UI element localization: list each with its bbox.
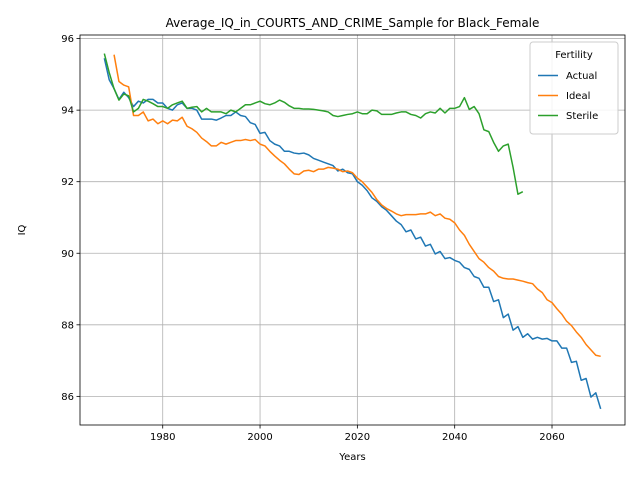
y-tick-label: 90 bbox=[61, 249, 74, 260]
legend-items: Actual Ideal Sterile bbox=[538, 71, 598, 122]
y-tick-label: 88 bbox=[61, 320, 74, 331]
x-axis-ticks: 1980 2000 2020 2040 2060 bbox=[150, 425, 565, 443]
legend-label-ideal: Ideal bbox=[566, 91, 590, 102]
legend-box bbox=[529, 41, 619, 135]
legend-title: Fertility bbox=[555, 50, 593, 61]
legend: Fertility Actual Ideal Sterile bbox=[529, 41, 619, 135]
data-series bbox=[103, 53, 602, 410]
x-tick-label: 2040 bbox=[442, 432, 467, 443]
y-tick-label: 94 bbox=[61, 106, 74, 117]
y-tick-label: 96 bbox=[61, 34, 74, 45]
x-tick-label: 1980 bbox=[150, 432, 175, 443]
series-line-ideal bbox=[113, 54, 601, 358]
plot-area-frame bbox=[79, 34, 626, 426]
legend-label-sterile: Sterile bbox=[566, 111, 598, 122]
x-axis-label: Years bbox=[338, 452, 365, 463]
y-tick-label: 86 bbox=[61, 392, 74, 403]
x-tick-label: 2060 bbox=[539, 432, 564, 443]
legend-label-actual: Actual bbox=[566, 71, 597, 82]
x-tick-label: 2000 bbox=[247, 432, 272, 443]
y-axis-label: IQ bbox=[17, 224, 28, 235]
x-tick-label: 2020 bbox=[345, 432, 370, 443]
y-axis-ticks: 86 88 90 92 94 96 bbox=[61, 34, 80, 403]
chart-title: Average_IQ_in_COURTS_AND_CRIME_Sample fo… bbox=[166, 16, 540, 30]
series-line-sterile bbox=[103, 53, 524, 195]
y-tick-label: 92 bbox=[61, 177, 74, 188]
